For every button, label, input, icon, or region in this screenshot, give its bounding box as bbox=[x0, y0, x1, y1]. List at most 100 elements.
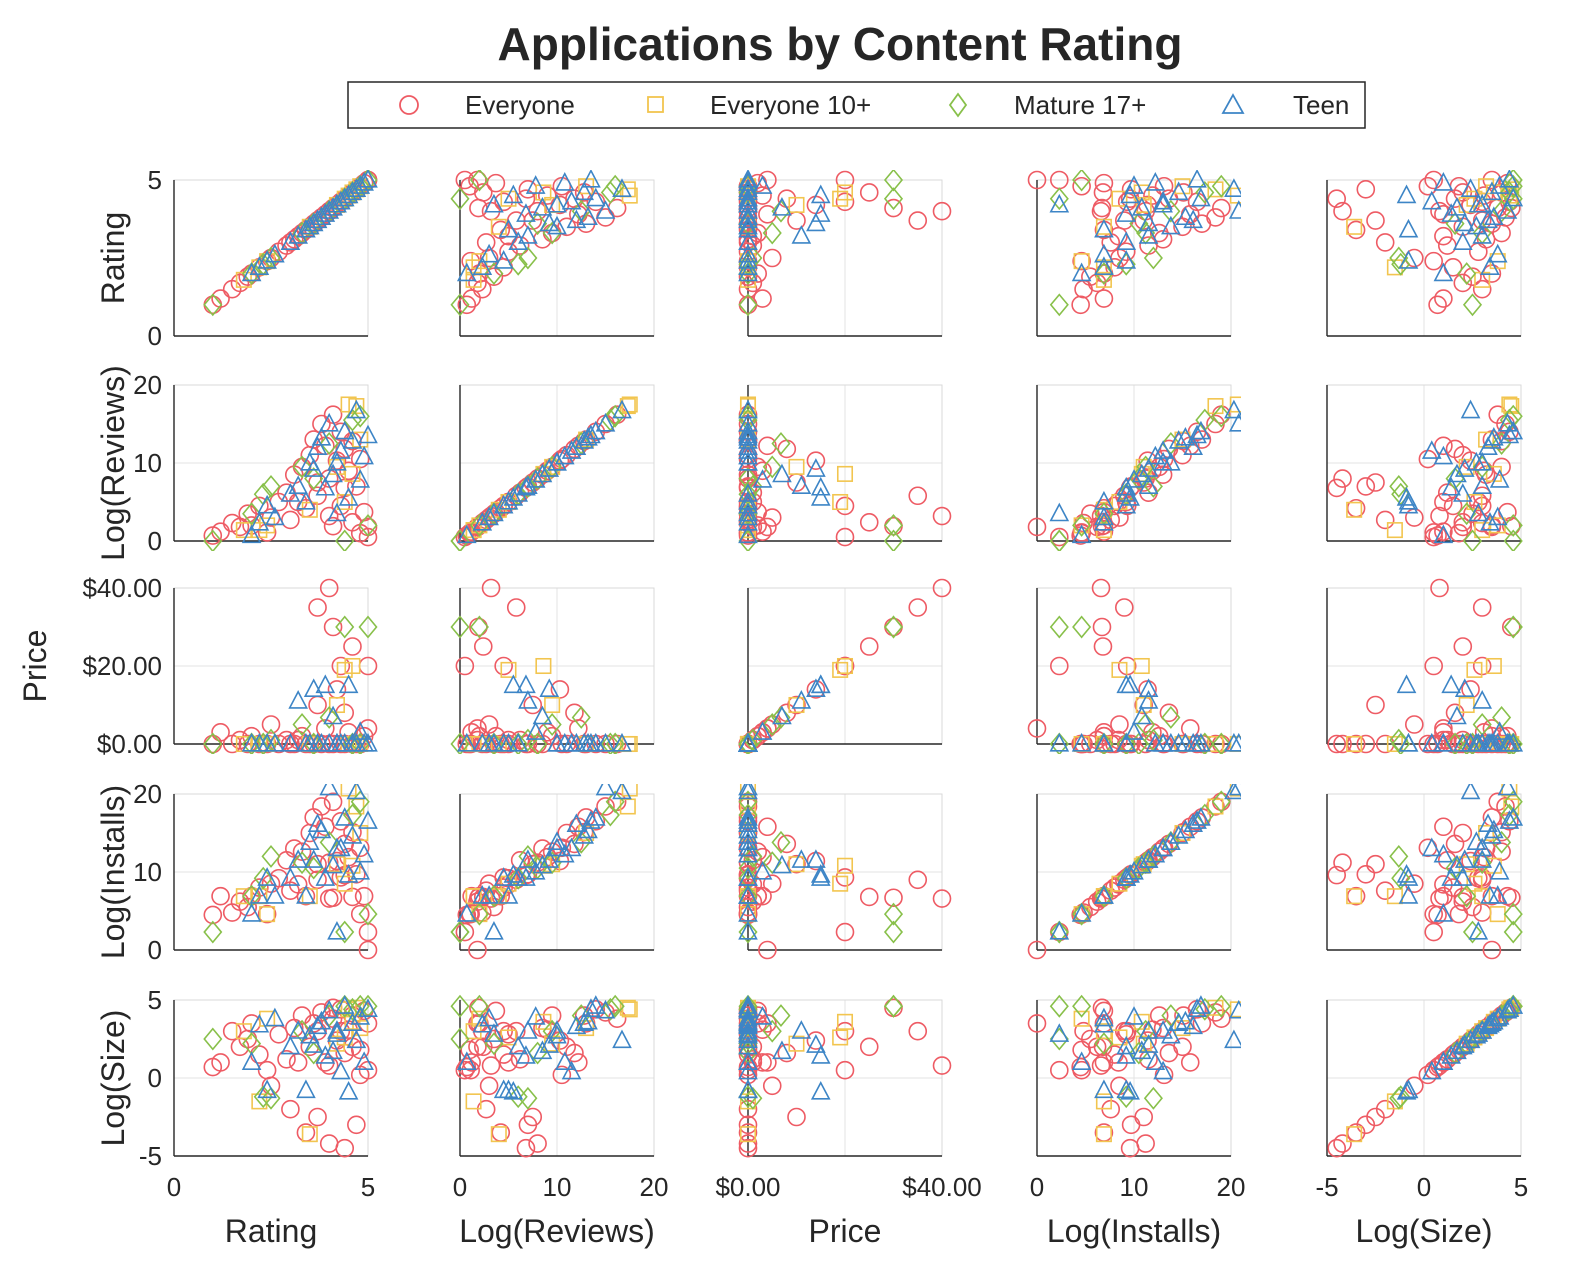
panel-points bbox=[203, 578, 378, 754]
point-teen bbox=[296, 1079, 316, 1099]
point-teen bbox=[1187, 810, 1207, 829]
point-teen bbox=[1094, 506, 1114, 526]
point-mature-17 bbox=[1049, 529, 1069, 551]
point-teen bbox=[1441, 1045, 1461, 1064]
point-everyone bbox=[1173, 1037, 1192, 1057]
point-everyone bbox=[1134, 1107, 1153, 1127]
point-teen bbox=[456, 903, 477, 922]
point-teen bbox=[738, 511, 758, 531]
point-teen bbox=[241, 903, 262, 922]
point-everyone-10 bbox=[1073, 1010, 1090, 1027]
point-teen bbox=[358, 998, 378, 1017]
point-everyone bbox=[1094, 1001, 1114, 1021]
point-everyone bbox=[1091, 1056, 1111, 1075]
point-everyone bbox=[835, 1021, 855, 1041]
point-everyone-10 bbox=[788, 696, 805, 714]
point-mature-17 bbox=[771, 432, 791, 455]
point-teen bbox=[1454, 458, 1475, 477]
point-teen bbox=[456, 732, 477, 752]
panel-points bbox=[738, 994, 952, 1158]
point-everyone bbox=[1050, 922, 1069, 942]
point-teen bbox=[1487, 243, 1508, 263]
legend-entry-everyone[interactable]: Everyone bbox=[399, 90, 575, 120]
panel-price-vs-rating: $0.00 $20.00 $40.00 Price bbox=[17, 573, 378, 759]
point-mature-17 bbox=[1161, 199, 1181, 223]
point-everyone bbox=[343, 637, 362, 656]
point-mature-17 bbox=[1143, 1086, 1163, 1110]
point-teen bbox=[1472, 690, 1493, 709]
y-tick-label: 20 bbox=[133, 779, 162, 809]
point-teen bbox=[346, 784, 367, 800]
point-mature-17 bbox=[1116, 866, 1136, 890]
point-everyone bbox=[350, 838, 370, 858]
point-mature-17 bbox=[743, 1086, 763, 1110]
point-everyone bbox=[1453, 273, 1473, 293]
point-mature-17 bbox=[1457, 502, 1477, 526]
point-teen bbox=[342, 825, 363, 844]
point-everyone bbox=[1375, 233, 1395, 252]
point-teen bbox=[323, 705, 343, 725]
point-everyone-10 bbox=[739, 1126, 757, 1143]
point-everyone bbox=[300, 1037, 320, 1057]
point-everyone bbox=[1434, 289, 1453, 308]
point-teen bbox=[738, 231, 758, 250]
point-mature-17 bbox=[469, 994, 489, 1018]
point-teen bbox=[1153, 1060, 1173, 1080]
panel-log-size-vs-log-installs: 0 10 20 Log(Installs) bbox=[1027, 994, 1245, 1249]
point-teen bbox=[738, 420, 758, 440]
point-everyone bbox=[528, 1134, 547, 1153]
point-teen bbox=[738, 256, 758, 275]
point-everyone-10 bbox=[259, 906, 276, 923]
point-teen bbox=[288, 849, 308, 868]
point-teen bbox=[484, 920, 504, 940]
point-teen bbox=[358, 170, 378, 188]
point-everyone-10 bbox=[1386, 735, 1403, 753]
legend-entry-teen[interactable]: Teen bbox=[1221, 90, 1349, 120]
point-everyone bbox=[1482, 940, 1502, 960]
point-everyone-10 bbox=[788, 458, 805, 475]
panel-points bbox=[450, 784, 638, 960]
point-everyone bbox=[859, 1037, 879, 1057]
point-teen bbox=[516, 1045, 536, 1064]
point-teen bbox=[772, 854, 792, 874]
point-teen bbox=[323, 463, 343, 483]
point-teen bbox=[1049, 732, 1070, 752]
legend-entry-mature-17[interactable]: Mature 17+ bbox=[948, 90, 1146, 120]
point-teen bbox=[1071, 524, 1092, 544]
point-mature-17 bbox=[600, 181, 620, 204]
point-teen bbox=[585, 420, 606, 440]
point-everyone bbox=[777, 439, 797, 459]
point-everyone bbox=[1091, 578, 1111, 598]
point-teen bbox=[1116, 732, 1137, 752]
point-everyone bbox=[753, 1053, 772, 1072]
point-teen bbox=[561, 190, 582, 210]
legend-entry-everyone-10[interactable]: Everyone 10+ bbox=[647, 90, 871, 120]
point-teen bbox=[1187, 424, 1207, 444]
point-teen bbox=[303, 849, 324, 868]
point-everyone bbox=[835, 868, 855, 887]
point-everyone bbox=[1461, 851, 1480, 871]
point-mature-17 bbox=[518, 1086, 538, 1110]
panel-rating-vs-log-reviews bbox=[450, 170, 655, 337]
x-tick-label: $0.00 bbox=[715, 1172, 780, 1202]
point-everyone bbox=[1120, 189, 1140, 209]
point-everyone bbox=[1356, 477, 1376, 496]
point-teen bbox=[1484, 206, 1504, 226]
point-mature-17 bbox=[1391, 866, 1411, 890]
point-everyone-10 bbox=[832, 661, 849, 678]
point-everyone-10 bbox=[1458, 696, 1475, 714]
panel-points bbox=[1327, 994, 1524, 1158]
point-teen bbox=[1489, 860, 1510, 880]
point-teen bbox=[1153, 451, 1173, 471]
point-everyone bbox=[932, 1056, 952, 1075]
point-everyone bbox=[476, 233, 496, 252]
point-everyone-10 bbox=[500, 190, 517, 207]
legend-label-teen: Teen bbox=[1293, 90, 1349, 120]
point-everyone bbox=[269, 868, 289, 888]
point-teen bbox=[1489, 469, 1510, 488]
point-everyone bbox=[753, 289, 772, 308]
point-mature-17 bbox=[253, 732, 273, 754]
point-teen bbox=[1049, 193, 1070, 213]
point-teen bbox=[472, 256, 493, 275]
point-everyone bbox=[552, 1065, 572, 1085]
